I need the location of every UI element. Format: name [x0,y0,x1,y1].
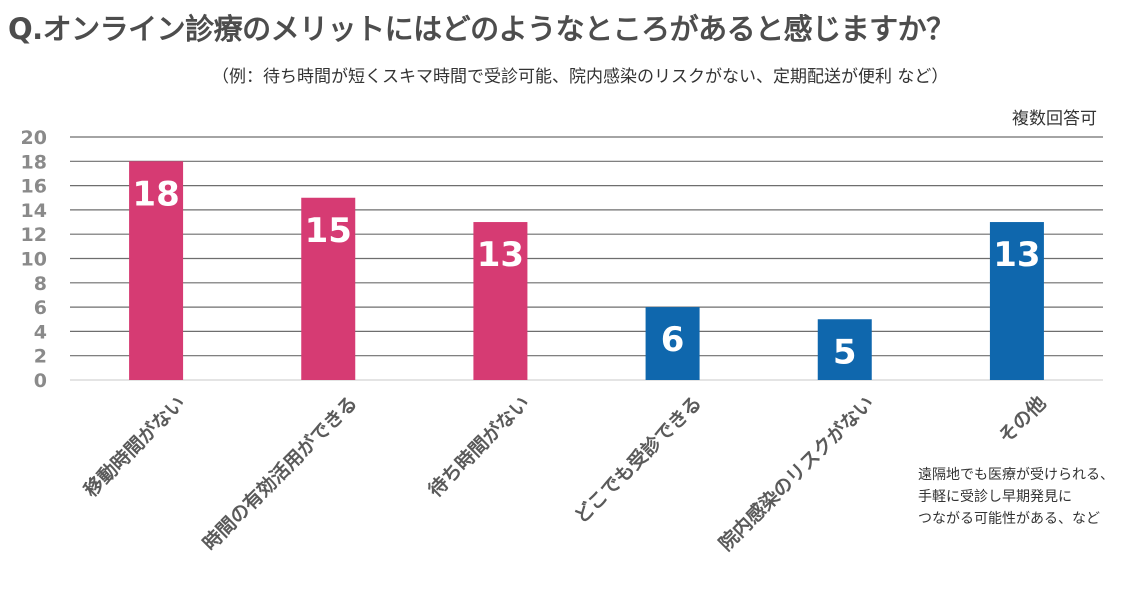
y-tick-label: 2 [34,346,47,368]
y-tick-label: 10 [21,249,47,271]
category-label: その他 [994,391,1051,448]
bar [817,319,872,380]
bar-value-label: 13 [477,235,524,275]
y-tick-label: 12 [21,224,47,246]
bar-value-label: 15 [305,211,352,251]
data-labels: 18 15 13 6 5 13 [132,174,1040,372]
y-tick-label: 16 [21,176,47,198]
bar-value-label: 6 [661,320,685,360]
category-label: 院内感染のリスクがない [714,391,878,555]
annotation-line: つながる可能性がある、など [918,511,1100,527]
gridlines [70,136,1103,381]
bar [989,222,1044,380]
category-labels: 移動時間がない 時間の有効活用ができる 待ち時間がない どこでも受診できる 院内感染のリ… [79,391,1050,555]
annotation-line: 手軽に受診し早期発見に [918,489,1072,505]
bar [301,197,356,380]
bar [473,222,528,380]
bar-value-label: 18 [132,174,179,214]
bar [645,307,700,380]
y-tick-label: 20 [21,127,47,149]
category-label: 待ち時間がない [424,391,534,501]
annotation-line: 遠隔地でも医療が受けられる、 [918,467,1114,483]
y-tick-label: 0 [34,370,47,392]
bar-value-label: 13 [993,235,1040,275]
bar-value-label: 5 [833,332,857,372]
y-tick-label: 18 [21,151,47,173]
y-tick-label: 4 [34,321,47,343]
y-tick-label: 6 [34,297,47,319]
bars [129,161,1044,380]
multiple-answers-note: 複数回答可 [1012,109,1097,129]
chart-title: Q.オンライン診療のメリットにはどのようなところがあると感じますか？ [8,12,955,46]
category-label: どこでも受診できる [570,391,707,528]
category-label: 時間の有効活用ができる [198,391,362,555]
y-tick-label: 14 [21,200,47,222]
chart-subtitle: （例：待ち時間が短くスキマ時間で受診可能、院内感染のリスクがない、定期配送が便利… [212,67,949,87]
other-annotation: 遠隔地でも医療が受けられる、 手軽に受診し早期発見に つながる可能性がある、など [918,464,1114,530]
y-tick-label: 8 [34,273,47,295]
category-label: 移動時間がない [79,391,189,501]
bar [129,161,184,380]
